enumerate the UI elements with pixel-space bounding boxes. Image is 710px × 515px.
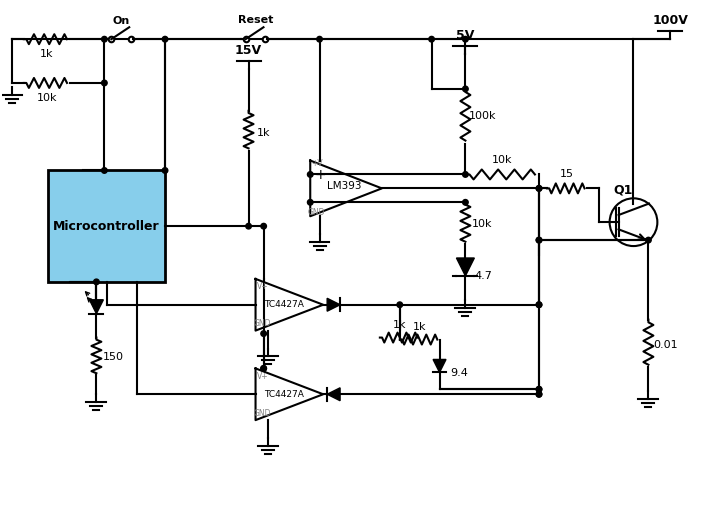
Circle shape	[102, 168, 107, 173]
Text: V+: V+	[256, 372, 268, 381]
Text: 1k: 1k	[257, 128, 271, 138]
Text: GND: GND	[253, 409, 271, 418]
Text: Reset: Reset	[238, 15, 273, 25]
Circle shape	[261, 366, 266, 371]
Text: 15V: 15V	[235, 44, 262, 57]
Text: 1k: 1k	[40, 49, 53, 59]
Circle shape	[536, 302, 542, 307]
Text: TC4427A: TC4427A	[264, 390, 304, 399]
Circle shape	[261, 224, 266, 229]
Text: 9.4: 9.4	[451, 368, 469, 379]
Text: V+: V+	[256, 282, 268, 291]
Circle shape	[536, 391, 542, 397]
Circle shape	[163, 168, 168, 173]
Text: 150: 150	[103, 352, 124, 363]
Circle shape	[463, 171, 468, 177]
Circle shape	[102, 80, 107, 85]
Circle shape	[307, 171, 313, 177]
Text: 4.7: 4.7	[474, 271, 492, 281]
Circle shape	[463, 86, 468, 92]
Text: TC4427A: TC4427A	[264, 300, 304, 309]
Polygon shape	[457, 258, 474, 276]
Text: GND: GND	[253, 319, 271, 329]
Circle shape	[645, 237, 651, 243]
Polygon shape	[89, 300, 104, 314]
Text: Microcontroller: Microcontroller	[53, 220, 160, 233]
Text: 10k: 10k	[36, 93, 57, 103]
Circle shape	[163, 37, 168, 42]
Text: +: +	[315, 168, 326, 182]
Text: GND: GND	[307, 209, 324, 217]
Text: 10k: 10k	[492, 154, 513, 164]
Circle shape	[463, 37, 468, 42]
Text: LM393: LM393	[327, 181, 362, 192]
Circle shape	[536, 302, 542, 307]
Text: 1k: 1k	[393, 320, 407, 330]
Circle shape	[536, 237, 542, 243]
Text: 15: 15	[560, 169, 574, 179]
Circle shape	[261, 366, 266, 371]
Polygon shape	[433, 359, 446, 372]
Text: −: −	[315, 195, 326, 209]
Circle shape	[429, 37, 435, 42]
Text: On: On	[113, 16, 130, 26]
Circle shape	[307, 199, 313, 205]
Circle shape	[536, 386, 542, 392]
Circle shape	[536, 185, 542, 191]
Circle shape	[463, 199, 468, 205]
Circle shape	[102, 37, 107, 42]
Text: Q1: Q1	[614, 184, 633, 197]
Circle shape	[397, 302, 403, 307]
Text: 5V: 5V	[457, 29, 474, 42]
Text: +V: +V	[312, 159, 323, 168]
Polygon shape	[327, 298, 340, 311]
Circle shape	[536, 185, 542, 191]
FancyBboxPatch shape	[48, 170, 165, 282]
Text: 100V: 100V	[652, 14, 688, 27]
Circle shape	[536, 391, 542, 397]
Text: 1k: 1k	[413, 322, 427, 332]
Circle shape	[94, 279, 99, 285]
Circle shape	[536, 386, 542, 392]
Circle shape	[246, 224, 251, 229]
Circle shape	[261, 331, 266, 336]
Text: 100k: 100k	[469, 111, 496, 121]
Polygon shape	[327, 388, 340, 401]
Circle shape	[536, 237, 542, 243]
Text: 10k: 10k	[472, 219, 493, 229]
Circle shape	[317, 37, 322, 42]
Text: 0.01: 0.01	[653, 339, 677, 350]
